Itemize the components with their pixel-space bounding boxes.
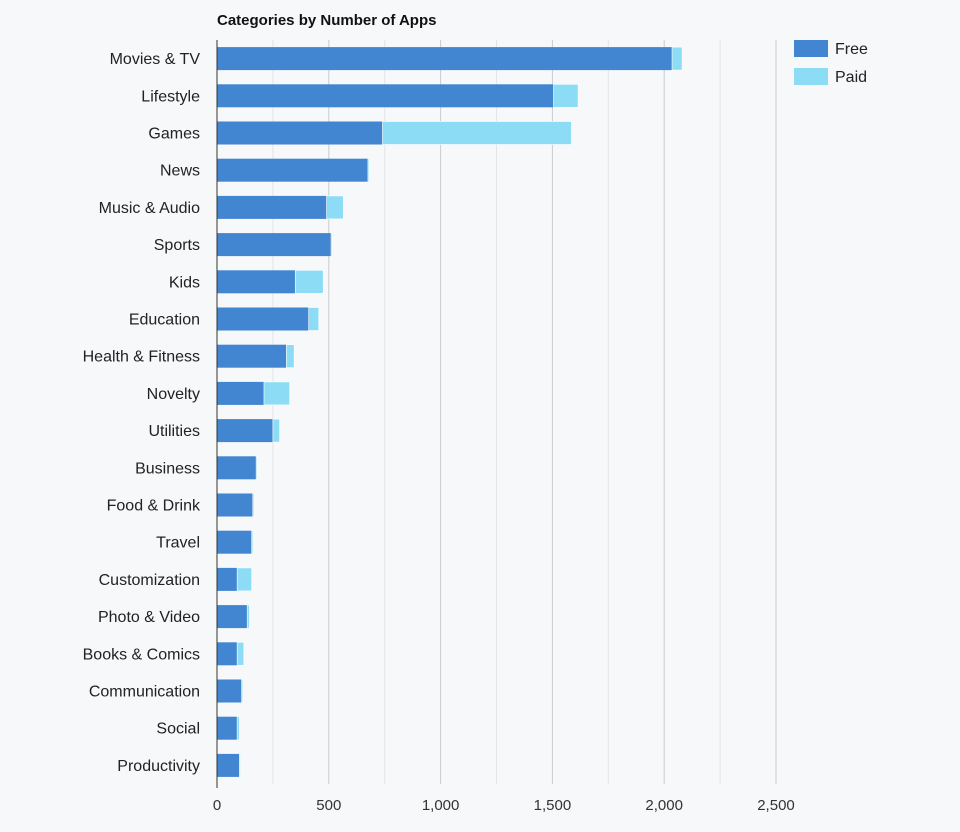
- legend-label: Paid: [835, 69, 867, 86]
- bars: [217, 46, 683, 778]
- bar-free: [217, 233, 332, 257]
- bar-paid: [382, 121, 572, 145]
- bar-paid: [236, 567, 252, 592]
- bar-free: [217, 307, 309, 331]
- bar-free: [217, 605, 248, 629]
- x-tick-label: 0: [213, 797, 221, 814]
- bar-paid: [272, 418, 280, 443]
- category-label: Business: [135, 460, 200, 477]
- category-label: Travel: [156, 535, 200, 552]
- bar-free: [217, 47, 673, 71]
- bar-paid: [252, 493, 255, 517]
- bar-free: [217, 679, 242, 703]
- category-label: Games: [148, 126, 200, 143]
- category-label: Utilities: [148, 423, 200, 440]
- category-label: Food & Drink: [107, 498, 201, 515]
- legend-label: Free: [835, 41, 868, 58]
- bar-paid: [251, 530, 254, 555]
- bar-paid: [236, 716, 240, 741]
- bar-free: [217, 121, 383, 145]
- category-label: Lifestyle: [141, 88, 200, 105]
- bar-free: [217, 419, 273, 443]
- bar-paid: [286, 344, 295, 369]
- bar-free: [217, 716, 238, 740]
- bar-paid: [236, 641, 245, 666]
- bar-paid: [246, 604, 250, 629]
- bar-paid: [326, 195, 344, 220]
- category-label: Photo & Video: [98, 609, 200, 626]
- category-labels: Movies & TV Lifestyle Games News Music & Aud…: [83, 51, 201, 775]
- bar-free: [217, 381, 264, 405]
- bar-free: [217, 753, 240, 777]
- bar-paid: [294, 269, 324, 294]
- x-tick-label: 1,500: [534, 797, 572, 814]
- category-label: Health & Fitness: [83, 349, 200, 366]
- bar-free: [217, 195, 327, 219]
- gridlines: [272, 40, 777, 784]
- bar-paid: [553, 84, 579, 108]
- category-label: Customization: [99, 572, 200, 589]
- category-label: Movies & TV: [110, 51, 201, 68]
- category-label: Social: [156, 721, 200, 738]
- x-tick-labels: 0 500 1,000 1,500 2,000 2,500: [213, 797, 795, 814]
- category-label: Novelty: [147, 386, 200, 403]
- bar-paid: [239, 753, 241, 778]
- category-label: Kids: [169, 274, 200, 291]
- bar-free: [217, 270, 296, 294]
- bar-paid: [241, 679, 244, 703]
- bar-free: [217, 344, 287, 368]
- legend: Free Paid: [794, 40, 868, 86]
- bar-free: [217, 84, 554, 108]
- bar-paid: [367, 158, 370, 182]
- bar-free: [217, 493, 253, 517]
- bar-paid: [263, 381, 290, 406]
- bar-free: [217, 642, 238, 666]
- category-label: News: [160, 163, 200, 180]
- x-tick-label: 2,500: [757, 797, 795, 814]
- category-label: Books & Comics: [83, 646, 200, 663]
- bar-free: [217, 530, 252, 554]
- category-label: Music & Audio: [99, 200, 200, 217]
- x-tick-label: 2,000: [645, 797, 683, 814]
- legend-swatch: [794, 40, 828, 57]
- bar-free: [217, 456, 257, 480]
- bar-paid: [308, 307, 320, 331]
- bar-paid: [671, 46, 683, 71]
- bar-paid: [255, 455, 258, 480]
- bar-free: [217, 567, 238, 591]
- category-label: Productivity: [117, 758, 200, 775]
- category-label: Education: [129, 312, 200, 329]
- x-tick-label: 500: [316, 797, 341, 814]
- bar-free: [217, 158, 368, 182]
- bar-paid: [330, 232, 333, 257]
- chart-title: Categories by Number of Apps: [217, 12, 436, 29]
- legend-swatch: [794, 68, 828, 85]
- category-label: Sports: [154, 237, 200, 254]
- x-tick-label: 1,000: [422, 797, 460, 814]
- category-label: Communication: [89, 684, 200, 701]
